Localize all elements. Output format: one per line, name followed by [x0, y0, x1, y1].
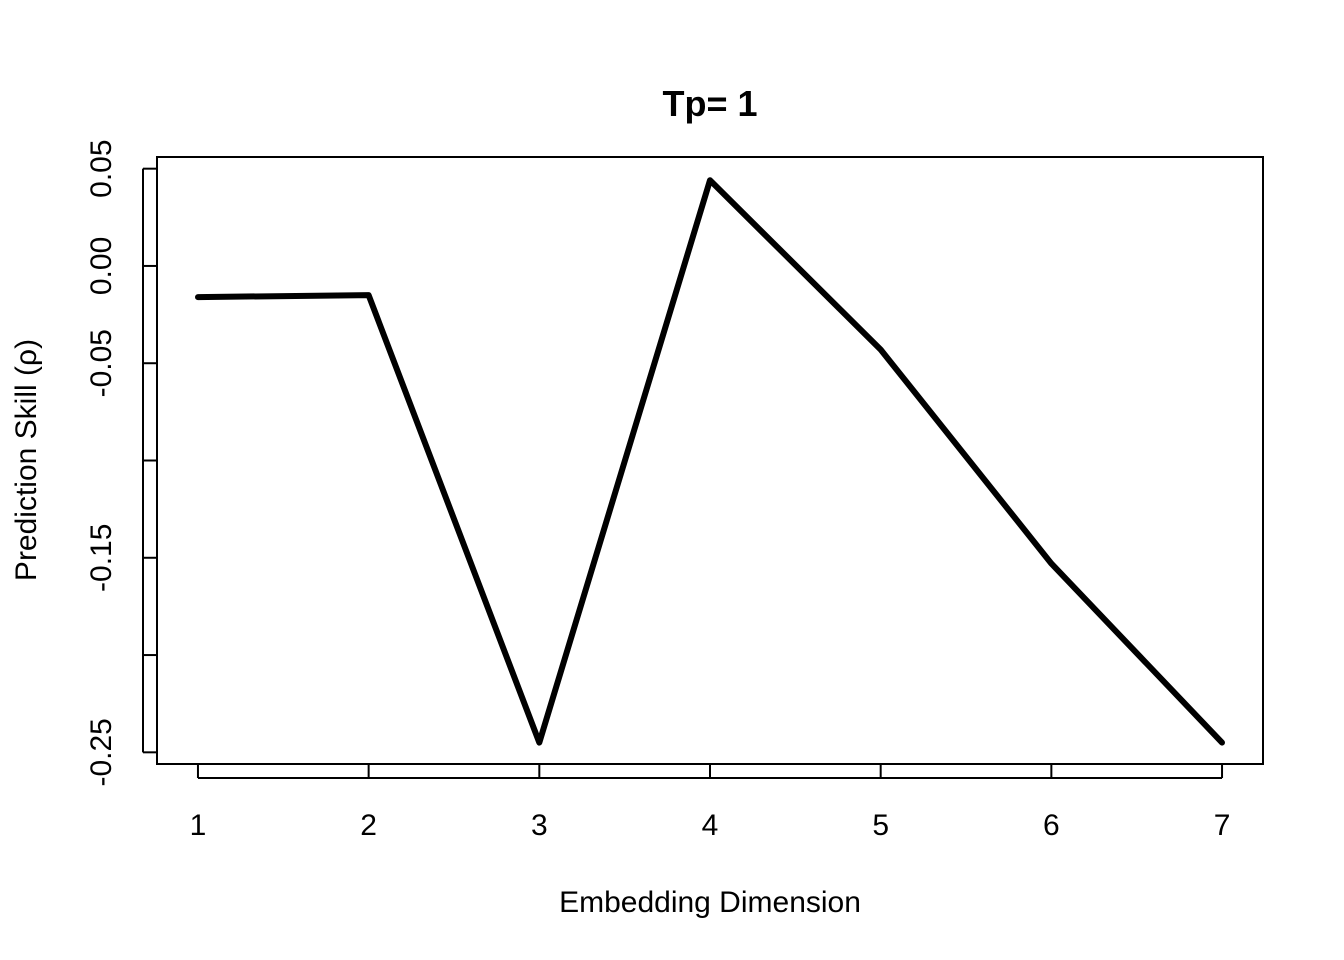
series-line	[195, 177, 1225, 746]
y-tick-label: -0.25	[85, 718, 118, 786]
x-tick-label: 5	[872, 809, 889, 842]
x-tick-label: 1	[190, 809, 207, 842]
x-tick-label: 2	[360, 809, 377, 842]
y-tick-label: 0.05	[85, 139, 118, 197]
y-tick-label: 0.00	[85, 237, 118, 295]
x-tick-label: 4	[702, 809, 719, 842]
series-group	[195, 177, 1225, 746]
y-tick-label: -0.15	[85, 524, 118, 592]
x-axis-label: Embedding Dimension	[559, 886, 861, 919]
x-tick-label: 6	[1043, 809, 1060, 842]
x-axis: 1 2 3 4 5 6 7	[190, 764, 1231, 842]
y-tick-label: -0.05	[85, 329, 118, 397]
y-axis-label: Prediction Skill (ρ)	[10, 339, 43, 581]
plot-area	[156, 156, 1264, 765]
y-axis: 0.05 0.00 -0.05 -0.15 -0.25	[85, 139, 157, 787]
chart-title: Tp= 1	[662, 83, 757, 124]
x-tick-label: 3	[531, 809, 548, 842]
x-tick-label: 7	[1214, 809, 1231, 842]
